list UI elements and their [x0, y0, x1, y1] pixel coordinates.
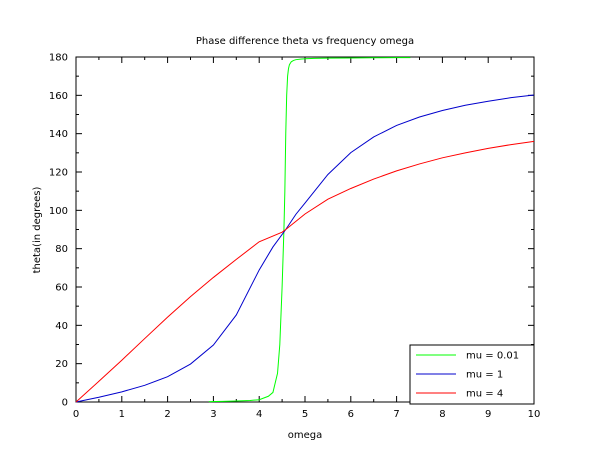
- legend-label: mu = 0.01: [466, 351, 519, 362]
- x-tick-label: 8: [439, 409, 445, 420]
- y-axis-label: theta(in degrees): [32, 186, 43, 273]
- y-tick-label: 120: [49, 168, 68, 179]
- y-tick-label: 180: [49, 53, 68, 64]
- x-tick-label: 9: [485, 409, 491, 420]
- x-tick-label: 7: [393, 409, 399, 420]
- y-tick-label: 80: [55, 244, 68, 255]
- x-tick-label: 2: [164, 409, 170, 420]
- x-tick-label: 10: [528, 409, 541, 420]
- y-tick-label: 100: [49, 206, 68, 217]
- x-axis-label: omega: [288, 430, 323, 441]
- x-tick-label: 1: [119, 409, 125, 420]
- legend-label: mu = 1: [466, 370, 503, 381]
- legend-label: mu = 4: [466, 389, 503, 400]
- series-layer: [75, 57, 535, 403]
- x-tick-label: 0: [73, 409, 79, 420]
- x-tick-label: 5: [302, 409, 308, 420]
- chart-title: Phase difference theta vs frequency omeg…: [196, 36, 414, 47]
- y-tick-label: 20: [55, 359, 68, 370]
- y-tick-label: 0: [62, 398, 68, 409]
- x-tick-label: 4: [256, 409, 262, 420]
- y-tick-label: 140: [49, 129, 68, 140]
- y-tick-label: 60: [55, 283, 68, 294]
- y-tick-label: 160: [49, 91, 68, 102]
- series-line-1: [208, 57, 411, 403]
- x-tick-label: 6: [348, 409, 354, 420]
- legend: mu = 0.01 mu = 1 mu = 4: [409, 344, 535, 405]
- y-tick-label: 40: [55, 321, 68, 332]
- series-line-3: [75, 140, 535, 403]
- series-line-2: [75, 94, 535, 403]
- x-tick-label: 3: [210, 409, 216, 420]
